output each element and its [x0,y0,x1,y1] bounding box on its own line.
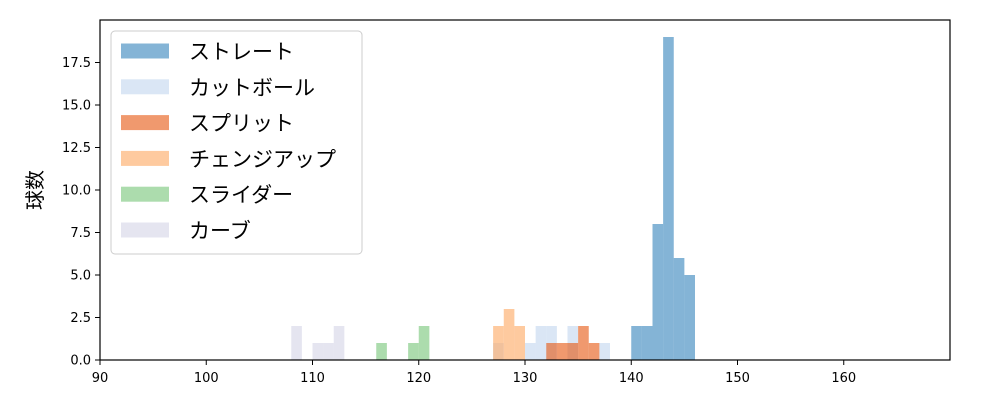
y-tick-label: 7.5 [70,226,91,241]
legend-swatch [121,79,169,95]
bar-series-0-bin-1 [641,326,653,360]
bar-series-3-bin-2 [514,326,525,360]
x-axis: 90 100 110 120 130 140 150 160 [92,360,856,386]
bar-series-4-bin-2 [418,326,430,360]
legend-swatch [121,150,169,166]
legend-swatch [121,222,169,238]
bar-series-5-bin-0 [291,326,302,360]
x-tick-label: 150 [725,371,750,386]
legend-box [110,30,363,255]
x-tick-label: 130 [513,371,538,386]
bar-series-4-bin-1 [408,343,419,360]
bar-series-1-bin-2 [535,326,547,360]
bar-series-0-bin-2 [652,224,664,360]
bar-series-2-bin-3 [578,326,589,360]
bar-series-0-bin-0 [631,326,642,360]
x-tick-label: 140 [619,371,644,386]
histogram-bars [291,37,695,360]
legend-label: スプリット [189,112,294,136]
y-tick-label: 5.0 [70,269,91,284]
bar-series-0-bin-4 [673,258,685,360]
legend-label: ストレート [189,40,294,64]
bar-series-5-bin-3 [333,326,345,360]
y-tick-label: 10.0 [62,184,91,199]
legend-swatch [121,43,169,59]
y-tick-label: 12.5 [62,141,91,156]
y-axis-label: 球数 [23,170,47,210]
bar-series-0-bin-5 [684,275,695,360]
x-tick-label: 100 [194,371,219,386]
x-tick-label: 120 [406,371,431,386]
legend-label: スライダー [189,183,293,207]
x-tick-label: 160 [831,371,856,386]
x-tick-label: 90 [92,371,109,386]
legend-swatch [121,115,169,131]
y-tick-label: 2.5 [70,311,91,326]
bar-series-2-bin-0 [546,343,557,360]
legend-label: カットボール [189,76,315,100]
bar-series-3-bin-1 [503,309,515,360]
bar-series-1-bin-5 [599,343,610,360]
bar-series-0-bin-3 [663,37,674,360]
bar-series-3-bin-0 [493,326,504,360]
legend-label: カーブ [189,219,251,243]
bar-series-5-bin-2 [323,343,334,360]
bar-series-2-bin-4 [588,343,600,360]
bar-series-2-bin-1 [556,343,568,360]
bar-series-1-bin-1 [525,343,536,360]
bar-series-5-bin-1 [312,343,324,360]
legend-swatch [121,186,169,202]
y-tick-label: 15.0 [62,99,91,114]
bar-series-2-bin-2 [567,343,579,360]
x-tick-label: 110 [300,371,325,386]
y-tick-label: 0.0 [70,354,91,369]
y-axis: 0.0 2.5 5.0 7.5 10.0 12.5 15.0 17.5 [62,56,100,369]
bar-series-4-bin-0 [376,343,387,360]
legend-label: チェンジアップ [189,147,336,171]
y-tick-label: 17.5 [62,56,91,71]
